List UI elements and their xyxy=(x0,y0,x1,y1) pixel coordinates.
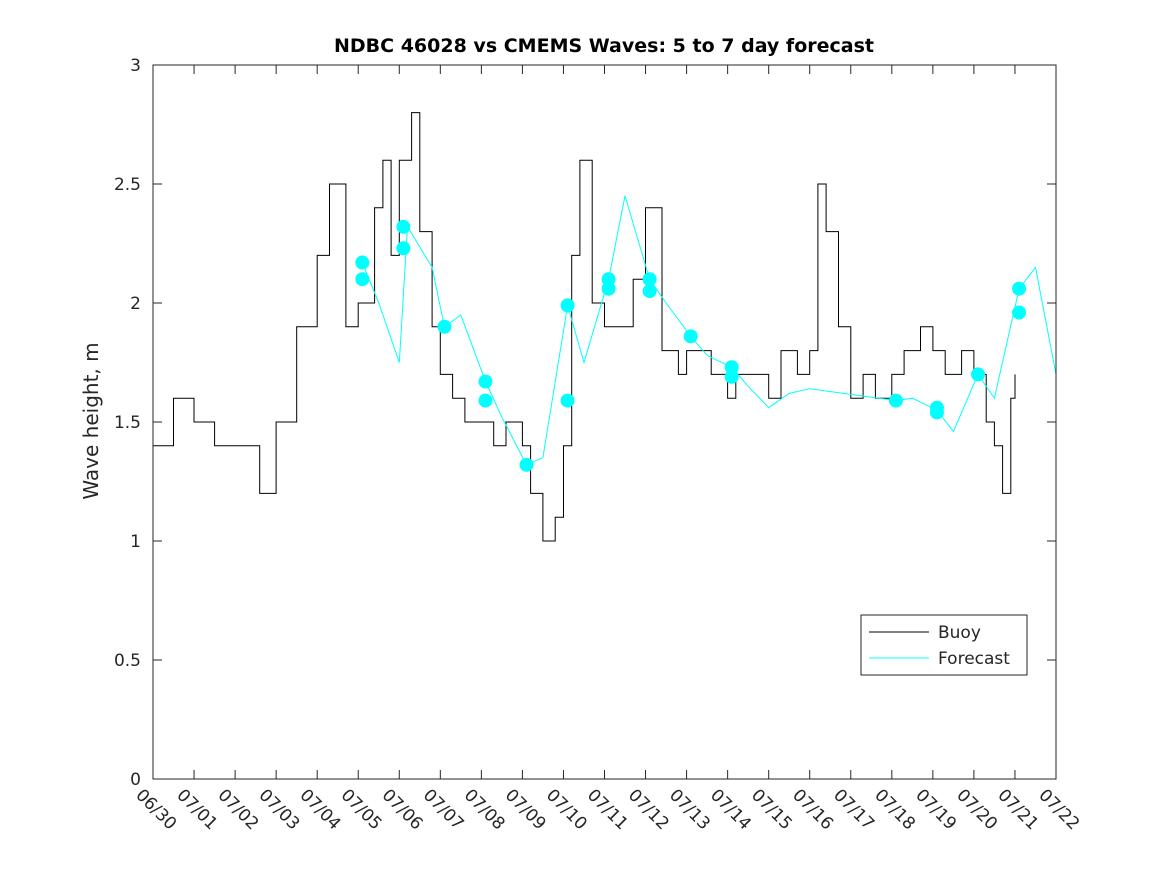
y-tick-label: 0 xyxy=(130,770,141,790)
y-tick-label: 2 xyxy=(130,294,141,314)
forecast-marker xyxy=(478,393,493,408)
y-tick-label: 0.5 xyxy=(114,651,141,671)
legend: Buoy Forecast xyxy=(860,614,1028,676)
forecast-marker xyxy=(1012,281,1027,296)
y-tick-label: 1.5 xyxy=(114,413,141,433)
forecast-marker xyxy=(601,281,616,296)
forecast-marker xyxy=(560,393,575,408)
forecast-marker xyxy=(355,255,370,270)
forecast-marker xyxy=(683,329,698,344)
plot-area: 06/3007/0107/0207/0307/0407/0507/0607/07… xyxy=(114,56,1083,834)
y-tick-label: 2.5 xyxy=(114,175,141,195)
forecast-marker xyxy=(355,272,370,287)
forecast-marker xyxy=(724,369,739,384)
legend-box xyxy=(860,614,1028,676)
forecast-marker xyxy=(396,219,411,234)
y-tick-label: 3 xyxy=(130,56,141,76)
forecast-marker xyxy=(971,367,986,382)
forecast-marker xyxy=(396,241,411,256)
forecast-marker xyxy=(560,298,575,313)
forecast-marker xyxy=(1012,305,1027,320)
legend-forecast-label: Forecast xyxy=(938,649,1010,669)
legend-buoy-label: Buoy xyxy=(938,623,981,643)
buoy-series xyxy=(153,112,1016,542)
forecast-marker xyxy=(519,457,534,472)
chart-title: NDBC 46028 vs CMEMS Waves: 5 to 7 day fo… xyxy=(334,35,874,57)
forecast-marker xyxy=(642,272,657,287)
y-tick-label: 1 xyxy=(130,532,141,552)
forecast-marker xyxy=(642,284,657,299)
buoy-line xyxy=(153,112,1016,542)
forecast-marker xyxy=(929,405,944,420)
forecast-marker xyxy=(888,393,903,408)
y-axis-label: Wave height, m xyxy=(79,342,103,499)
forecast-marker xyxy=(478,374,493,389)
forecast-marker xyxy=(437,319,452,334)
forecast-markers xyxy=(355,219,1027,472)
y-axis: 0 0.5 1 1.5 2 2.5 3 xyxy=(114,56,1056,790)
